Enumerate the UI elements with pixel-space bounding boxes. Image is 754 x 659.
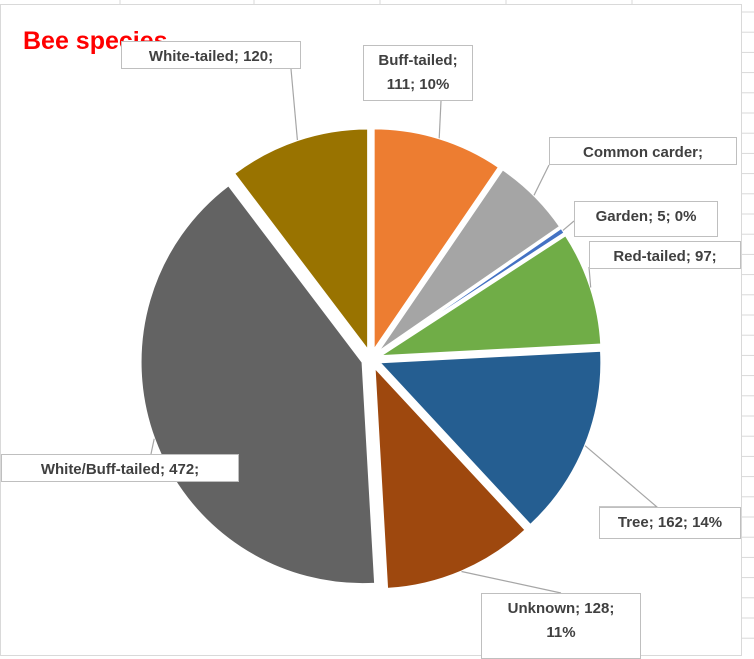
leader-line xyxy=(150,438,155,455)
data-label-line: Common carder; xyxy=(582,144,704,161)
leader-line xyxy=(438,100,442,139)
data-label: White/Buff-tailed; 472; xyxy=(1,454,239,482)
data-label: White-tailed; 120; xyxy=(121,41,301,69)
data-label-line: Red-tailed; 97; xyxy=(613,248,717,265)
data-label: Unknown; 128; 11% xyxy=(481,593,641,659)
data-label-line: White-tailed; 120; xyxy=(148,48,274,65)
data-label-line: White/Buff-tailed; 472; xyxy=(40,461,200,478)
pie-slice-buff-tailed[interactable] xyxy=(372,127,501,354)
chart-area[interactable]: Bee species Buff-tailed; 111; 10% Common c… xyxy=(0,4,742,659)
data-label-line: Buff-tailed; xyxy=(378,52,458,69)
leader-line xyxy=(588,266,592,288)
leader-line xyxy=(562,220,575,231)
data-label-line: 111; 10% xyxy=(386,76,450,93)
data-label: Tree; 162; 14% xyxy=(599,507,741,539)
leader-line xyxy=(584,445,659,508)
data-label: Common carder; xyxy=(549,137,737,165)
leader-line xyxy=(461,570,562,594)
data-label: Buff-tailed; 111; 10% xyxy=(363,45,473,101)
pie-slice-unknown[interactable] xyxy=(373,364,527,590)
data-label: Red-tailed; 97; xyxy=(589,241,741,269)
pie-slice-white-tailed[interactable] xyxy=(232,127,370,354)
leader-line xyxy=(533,164,550,196)
pie-slice-garden[interactable] xyxy=(377,226,566,355)
data-label-line: 11% xyxy=(546,624,576,641)
data-label: Garden; 5; 0% xyxy=(574,201,718,237)
data-label-line: Garden; 5; 0% xyxy=(595,208,697,225)
data-label-line: Unknown; 128; xyxy=(507,600,615,617)
pie-slice-common-carder[interactable] xyxy=(376,167,562,354)
leader-line xyxy=(290,68,298,141)
pie-chart xyxy=(139,68,659,594)
data-label-line: Tree; 162; 14% xyxy=(617,514,723,531)
pie-slice-white-buff-tailed[interactable] xyxy=(139,183,377,586)
